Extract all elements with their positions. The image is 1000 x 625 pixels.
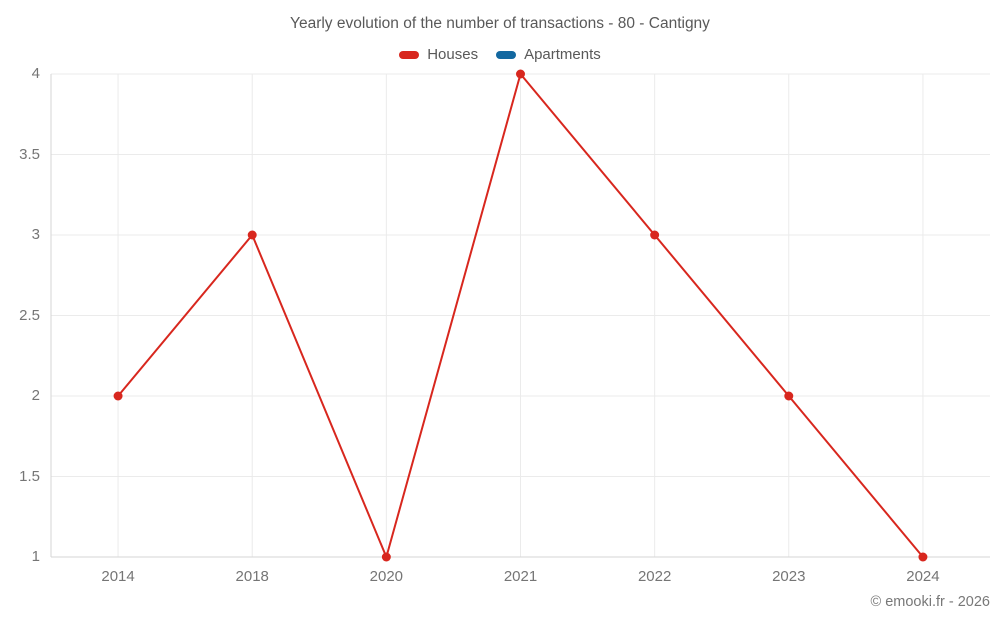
y-tick-label: 1 [31,548,40,565]
x-tick-label: 2023 [772,568,806,585]
legend: Houses Apartments [0,46,1000,63]
y-tick-label: 2.5 [19,306,40,324]
x-tick-label: 2018 [235,568,269,585]
y-tick-label: 3 [31,226,40,243]
houses-data-point[interactable] [113,391,123,401]
y-tick-label: 2 [31,387,40,404]
legend-label-houses: Houses [427,46,479,63]
y-tick-label: 3.5 [19,145,40,163]
houses-data-point[interactable] [650,230,660,240]
y-tick-label: 4 [31,65,40,82]
x-tick-label: 2021 [503,568,538,585]
x-tick-label: 2020 [369,568,404,585]
legend-label-apartments: Apartments [524,46,601,63]
legend-item-apartments[interactable]: Apartments [496,46,601,63]
y-tick-label: 1.5 [19,467,40,485]
houses-data-point[interactable] [381,552,391,562]
houses-data-point[interactable] [247,230,257,240]
x-tick-label: 2022 [637,568,672,585]
chart-title: Yearly evolution of the number of transa… [290,15,710,32]
legend-swatch-apartments-icon [496,50,517,59]
houses-data-point[interactable] [516,69,525,79]
houses-data-point[interactable] [918,552,928,562]
houses-data-point[interactable] [784,391,794,401]
legend-item-houses[interactable]: Houses [399,46,478,63]
x-tick-label: 2014 [101,568,135,585]
footer-credit: © emooki.fr - 2026 [870,594,990,610]
legend-swatch-houses-icon [399,50,420,59]
x-tick-label: 2024 [906,568,940,585]
